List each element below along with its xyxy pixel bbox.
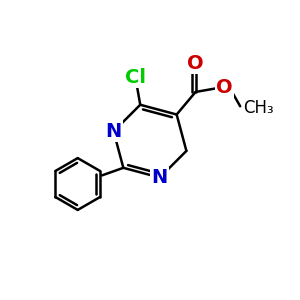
Text: N: N (152, 168, 168, 187)
Text: N: N (106, 122, 122, 141)
Text: CH₃: CH₃ (243, 99, 274, 117)
Text: Cl: Cl (125, 68, 146, 87)
Text: O: O (216, 78, 233, 97)
Text: O: O (187, 54, 204, 73)
